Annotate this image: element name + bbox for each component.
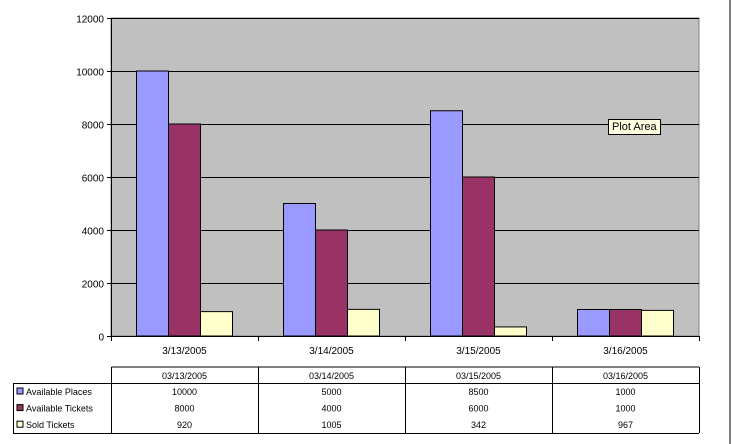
bar[interactable] (283, 203, 316, 337)
x-tick-label: 3/16/2005 (603, 346, 648, 357)
bar[interactable] (609, 309, 642, 337)
bar[interactable] (494, 326, 527, 337)
legend-key (16, 387, 24, 395)
y-tick-label: 0 (98, 333, 104, 344)
bar[interactable] (641, 309, 674, 337)
bar[interactable] (577, 309, 610, 337)
table-cell: 10000 (172, 387, 197, 397)
table-cell: 1005 (321, 420, 341, 430)
bar[interactable] (168, 123, 201, 337)
x-tick-label: 3/14/2005 (309, 346, 354, 357)
bar[interactable] (200, 311, 233, 337)
x-tick-label: 3/15/2005 (456, 346, 501, 357)
plot-area-tooltip: Plot Area (608, 119, 661, 135)
table-cell: 4000 (321, 404, 341, 414)
y-tick-label: 6000 (82, 174, 105, 185)
y-tick-label: 10000 (76, 68, 104, 79)
bar[interactable] (430, 110, 463, 337)
bar[interactable] (462, 176, 495, 337)
bar[interactable] (136, 70, 169, 337)
table-cell: 1000 (615, 404, 635, 414)
table-cell: 5000 (321, 387, 341, 397)
table-cell: 342 (471, 420, 486, 430)
table-cell: 8000 (174, 404, 194, 414)
table-cell: 920 (177, 420, 192, 430)
table-cell: 6000 (468, 404, 488, 414)
legend-key (16, 420, 24, 428)
x-tick-label: 3/13/2005 (162, 346, 207, 357)
table-header: 03/16/2005 (603, 371, 648, 381)
table-cell: 1000 (615, 387, 635, 397)
y-tick-label: 12000 (76, 15, 104, 26)
y-tick-label: 2000 (82, 280, 105, 291)
table-header: 03/13/2005 (162, 371, 207, 381)
table-cell: 8500 (468, 387, 488, 397)
table-row-label: Sold Tickets (26, 420, 75, 430)
table-row-label: Available Tickets (26, 404, 93, 414)
table-header: 03/14/2005 (309, 371, 354, 381)
table-cell: 967 (618, 420, 633, 430)
window-edge (729, 0, 731, 444)
table-row-label: Available Places (26, 387, 92, 397)
bar[interactable] (347, 308, 380, 337)
y-tick-label: 4000 (82, 227, 105, 238)
y-tick-label: 8000 (82, 121, 105, 132)
bar[interactable] (315, 229, 348, 337)
legend-key (16, 404, 24, 412)
table-header: 03/15/2005 (456, 371, 501, 381)
